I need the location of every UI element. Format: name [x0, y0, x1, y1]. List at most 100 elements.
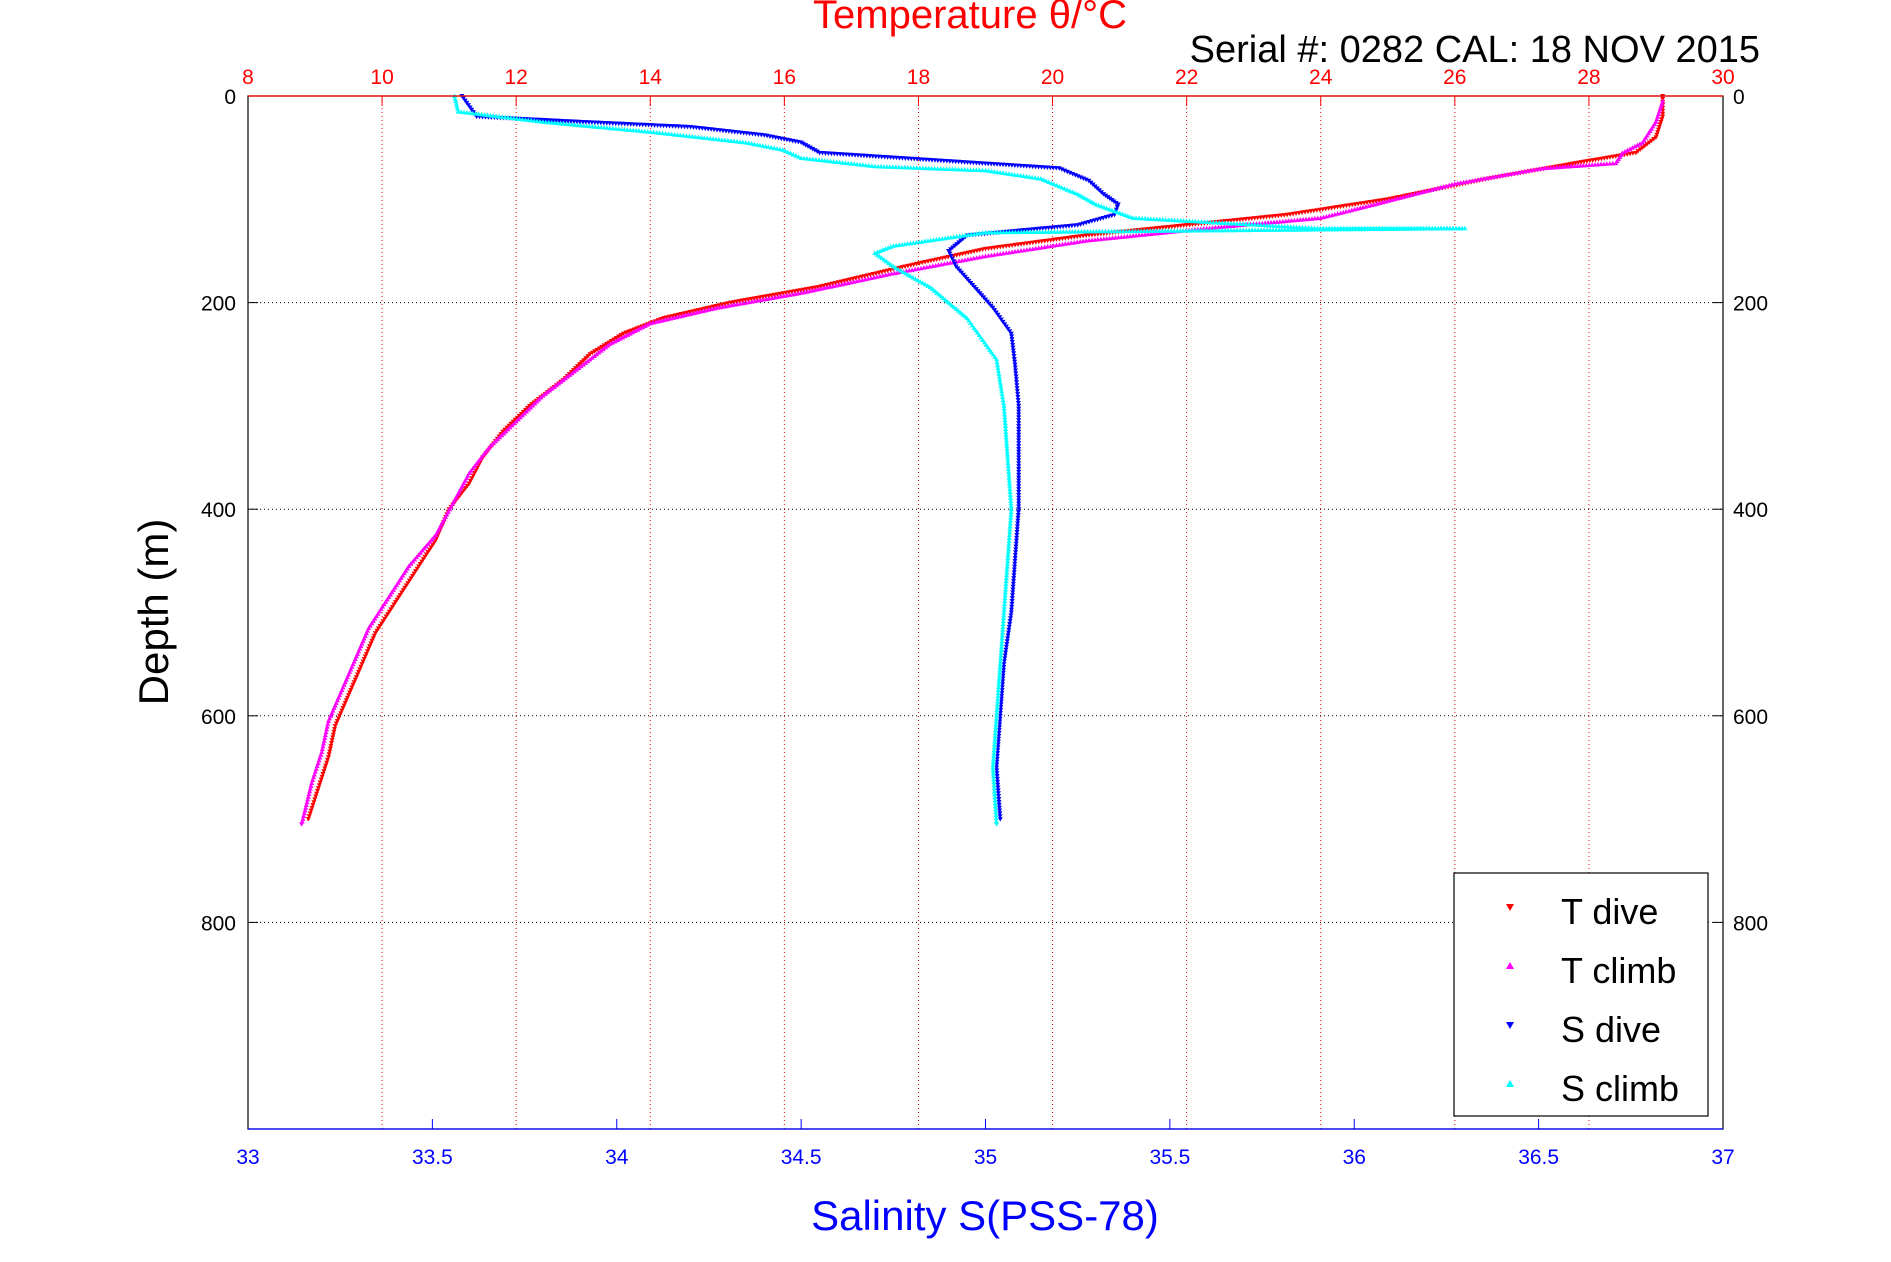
data-point-s-dive [1007, 329, 1013, 334]
data-point-s-climb [1007, 483, 1013, 489]
data-point-s-dive [996, 805, 1002, 811]
data-point-s-dive [1016, 504, 1022, 509]
data-point-t-climb [474, 461, 480, 466]
data-point-s-climb [831, 159, 837, 164]
data-point-s-climb [1112, 208, 1118, 214]
data-point-s-climb [1067, 188, 1073, 193]
data-point-s-climb [737, 139, 743, 144]
data-point-t-climb [299, 822, 305, 827]
data-point-t-climb [645, 322, 651, 327]
data-point-s-climb [1032, 175, 1038, 180]
data-point-t-climb [594, 351, 600, 357]
data-point-t-dive [368, 641, 374, 646]
data-point-s-climb [455, 106, 461, 111]
data-point-s-climb [760, 143, 766, 148]
data-point-s-climb [1007, 518, 1013, 523]
data-point-s-climb [1006, 171, 1012, 176]
data-point-t-climb [1357, 205, 1363, 210]
data-point-t-climb [640, 324, 646, 330]
data-point-t-dive [393, 600, 398, 605]
data-point-t-climb [551, 384, 557, 389]
data-point-t-dive [357, 667, 363, 672]
data-point-t-dive [350, 682, 356, 688]
data-point-s-dive [1016, 426, 1022, 432]
data-point-s-climb [1003, 587, 1009, 592]
data-point-t-climb [868, 275, 874, 281]
data-point-s-climb [880, 247, 886, 252]
data-point-t-climb [1632, 143, 1638, 149]
data-point-t-climb [1472, 177, 1478, 183]
data-point-s-climb [1004, 561, 1010, 566]
data-point-t-dive [348, 687, 354, 693]
data-point-s-climb [990, 770, 996, 776]
data-point-t-climb [1048, 243, 1054, 249]
data-point-t-climb [1346, 208, 1352, 213]
data-point-t-climb [743, 300, 749, 305]
data-point-t-climb [472, 463, 478, 469]
data-point-s-climb [1000, 621, 1006, 626]
data-point-t-climb [933, 262, 939, 268]
data-point-t-climb [755, 298, 761, 303]
data-point-s-dive [1016, 449, 1022, 455]
data-point-s-climb [1001, 615, 1007, 621]
data-point-t-climb [414, 554, 420, 560]
legend-marker-t-climb [1506, 962, 1514, 969]
data-point-t-climb [567, 372, 573, 377]
data-point-s-climb [1001, 604, 1007, 609]
data-point-t-climb [580, 362, 586, 367]
data-point-s-climb [992, 739, 998, 744]
x-bottom-tick-label: 35.5 [1149, 1146, 1190, 1169]
data-point-t-dive [406, 578, 412, 584]
data-point-t-climb [1397, 195, 1403, 200]
data-point-t-climb [650, 320, 656, 325]
data-point-t-climb [598, 348, 604, 353]
data-point-t-climb [303, 802, 309, 807]
data-point-t-dive [408, 576, 414, 581]
y-tick-label-left: 400 [201, 499, 236, 522]
data-point-s-dive [1014, 527, 1020, 532]
data-point-s-climb [1003, 432, 1009, 437]
data-point-t-climb [854, 278, 860, 284]
data-point-s-dive [1016, 444, 1022, 449]
data-point-t-climb [1337, 210, 1343, 215]
data-point-s-dive [1011, 351, 1017, 356]
data-point-s-dive [798, 140, 804, 145]
data-point-s-climb [801, 155, 807, 161]
data-point-t-climb [1452, 181, 1458, 186]
data-point-t-climb [526, 406, 532, 412]
data-point-t-climb [691, 310, 697, 316]
data-point-s-dive [1109, 198, 1115, 203]
data-point-s-dive [1007, 616, 1013, 621]
data-point-t-climb [889, 271, 895, 276]
data-point-s-dive [810, 146, 816, 152]
data-point-s-climb [999, 388, 1005, 394]
data-point-s-dive [1016, 406, 1022, 412]
data-point-s-climb [1043, 178, 1049, 183]
data-point-t-climb [994, 251, 1000, 257]
data-point-s-climb [1005, 546, 1011, 552]
data-point-s-dive [992, 308, 998, 313]
data-point-t-dive [464, 483, 470, 489]
data-point-s-climb [917, 279, 923, 284]
data-point-t-climb [1458, 180, 1464, 185]
data-point-s-dive [997, 814, 1003, 819]
data-point-t-climb [1487, 175, 1493, 180]
data-point-s-climb [875, 249, 881, 254]
data-point-t-climb [674, 314, 680, 320]
data-point-t-climb [495, 436, 501, 442]
data-point-t-climb [630, 329, 636, 335]
x-bottom-tick-label: 37 [1711, 1146, 1734, 1169]
data-point-t-climb [1519, 169, 1525, 174]
data-point-t-climb [1527, 167, 1533, 173]
data-point-t-climb [1501, 172, 1507, 178]
data-point-s-climb [452, 96, 458, 101]
data-point-t-climb [1490, 174, 1496, 180]
data-point-s-climb [1006, 535, 1012, 540]
data-point-t-dive [369, 638, 375, 644]
data-point-t-climb [1369, 202, 1375, 208]
data-point-t-climb [1030, 246, 1036, 251]
data-point-s-dive [1015, 397, 1021, 403]
data-point-s-climb [991, 169, 997, 174]
data-point-t-climb [862, 276, 868, 282]
